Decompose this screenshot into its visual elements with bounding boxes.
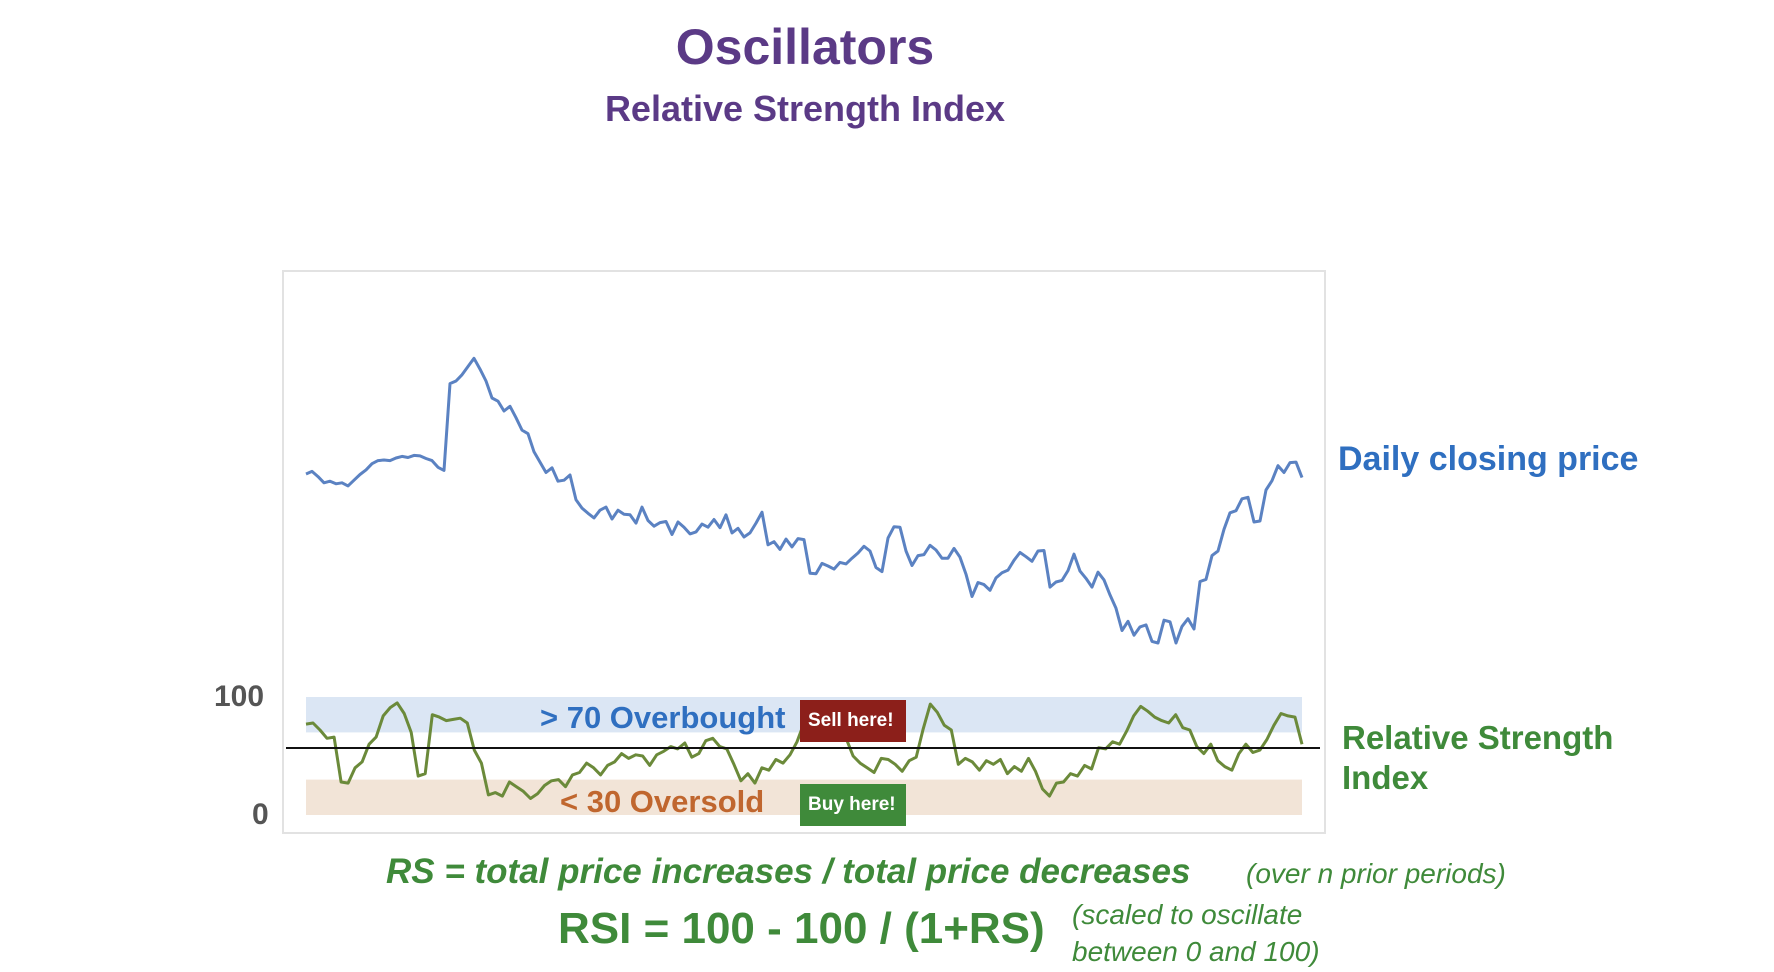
rsi-tick-0: 0	[252, 798, 269, 831]
price-series-label: Daily closing price	[1338, 440, 1639, 478]
price-line	[305, 356, 1304, 645]
rsi-note-line-1: (scaled to oscillate	[1072, 899, 1303, 930]
buy-here-badge: Buy here!	[800, 784, 906, 826]
rsi-tick-100: 100	[214, 680, 265, 713]
oversold-label: < 30 Oversold	[560, 784, 765, 819]
rsi-note-line-2: between 0 and 100)	[1072, 936, 1320, 967]
rs-formula-note: (over n prior periods)	[1246, 858, 1506, 889]
overbought-label: > 70 Overbought	[540, 700, 786, 735]
rsi-formula: RSI = 100 - 100 / (1+RS)	[558, 904, 1045, 953]
rsi-formula-note: (scaled to oscillate between 0 and 100)	[1072, 896, 1320, 970]
chart-frame	[282, 270, 1326, 834]
page-title: Oscillators	[675, 19, 935, 75]
page-subtitle: Relative Strength Index	[604, 88, 1006, 129]
rsi-series-label: Relative Strength Index	[1342, 719, 1614, 796]
rs-formula: RS = total price increases / total price…	[386, 852, 1191, 891]
sell-here-badge: Sell here!	[800, 700, 906, 742]
